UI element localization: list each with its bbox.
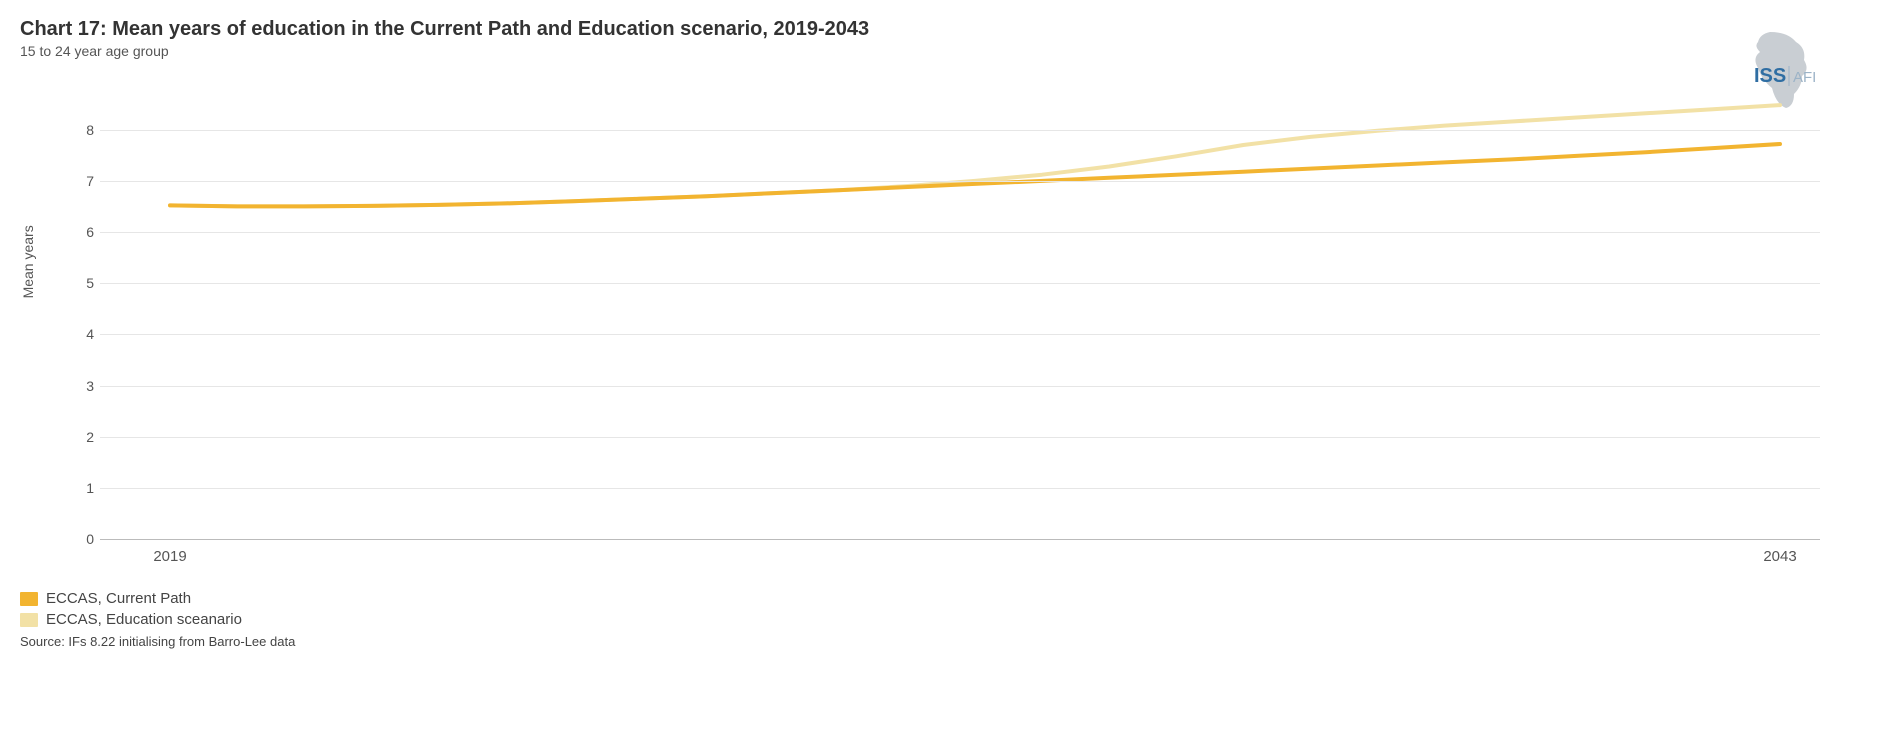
y-tick-label: 7	[70, 173, 94, 189]
gridline	[100, 283, 1820, 284]
legend-label: ECCAS, Education sceanario	[46, 611, 242, 628]
gridline	[100, 488, 1820, 489]
legend-item-education_scenario[interactable]: ECCAS, Education sceanario	[20, 611, 1860, 628]
y-tick-label: 3	[70, 378, 94, 394]
source-note: Source: IFs 8.22 initialising from Barro…	[20, 634, 1860, 649]
gridline	[100, 386, 1820, 387]
y-tick-label: 6	[70, 224, 94, 240]
series-line-current_path	[170, 144, 1780, 206]
legend-swatch-icon	[20, 592, 38, 606]
plot-area: 012345678	[100, 99, 1820, 540]
line-series-svg	[100, 99, 1820, 539]
legend-swatch-icon	[20, 613, 38, 627]
x-tick-label: 2043	[1763, 548, 1796, 565]
chart-subtitle: 15 to 24 year age group	[20, 43, 1860, 59]
logo-text-afi: AFI	[1793, 69, 1816, 86]
gridline	[100, 181, 1820, 182]
y-tick-label: 1	[70, 480, 94, 496]
gridline	[100, 232, 1820, 233]
legend: ECCAS, Current Path ECCAS, Education scea…	[20, 590, 1860, 628]
x-axis: 2019 2043	[100, 540, 1820, 570]
chart-area: Mean years 012345678 20192043	[40, 99, 1820, 570]
gridline	[100, 334, 1820, 335]
gridline	[100, 130, 1820, 131]
series-line-education_scenario	[170, 105, 1780, 206]
y-tick-label: 5	[70, 275, 94, 291]
legend-item-current_path[interactable]: ECCAS, Current Path	[20, 590, 1860, 607]
y-tick-label: 2	[70, 429, 94, 445]
y-tick-label: 8	[70, 122, 94, 138]
x-tick-label: 2019	[153, 548, 186, 565]
y-tick-label: 0	[70, 531, 94, 547]
logo-text-iss: ISS	[1754, 65, 1786, 87]
y-tick-label: 4	[70, 326, 94, 342]
legend-label: ECCAS, Current Path	[46, 590, 191, 607]
gridline	[100, 437, 1820, 438]
chart-title: Chart 17: Mean years of education in the…	[20, 18, 1860, 41]
chart-header: Chart 17: Mean years of education in the…	[20, 18, 1860, 59]
chart-container: Chart 17: Mean years of education in the…	[0, 0, 1880, 739]
y-axis-label: Mean years	[20, 225, 36, 298]
